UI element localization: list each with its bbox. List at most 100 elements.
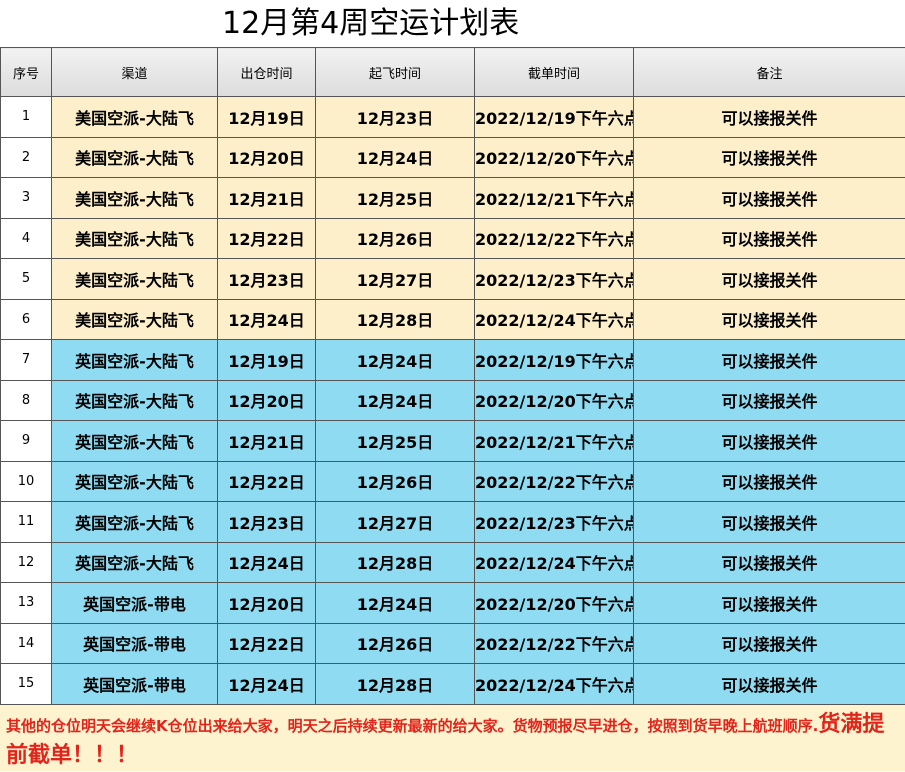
- index-cell: 7: [1, 340, 52, 381]
- index-cell: 12: [1, 542, 52, 583]
- title: 12月第4周空运计划表: [0, 0, 905, 47]
- cell: 可以接报关件: [634, 664, 905, 705]
- cell: 2022/12/19下午六点: [475, 97, 634, 138]
- cell: 2022/12/21下午六点: [475, 421, 634, 462]
- cell: 2022/12/23下午六点: [475, 259, 634, 300]
- cell: 12月24日: [218, 299, 316, 340]
- index-cell: 8: [1, 380, 52, 421]
- cell: 英国空派-带电: [52, 664, 218, 705]
- cell: 12月24日: [316, 137, 475, 178]
- footer-note: 其他的仓位明天会继续K仓位出来给大家，明天之后持续更新最新的给大家。货物预报尽早…: [6, 717, 818, 735]
- cell: 可以接报关件: [634, 259, 905, 300]
- index-cell: 14: [1, 623, 52, 664]
- cell: 可以接报关件: [634, 623, 905, 664]
- cell: 12月27日: [316, 259, 475, 300]
- index-cell: 4: [1, 218, 52, 259]
- cell: 可以接报关件: [634, 542, 905, 583]
- header-cell: 出仓时间: [218, 48, 316, 97]
- cell: 可以接报关件: [634, 97, 905, 138]
- cell: 可以接报关件: [634, 461, 905, 502]
- cell: 12月23日: [218, 502, 316, 543]
- cell: 2022/12/24下午六点: [475, 664, 634, 705]
- cell: 2022/12/24下午六点: [475, 542, 634, 583]
- cell: 12月23日: [316, 97, 475, 138]
- cell: 12月27日: [316, 502, 475, 543]
- cell: 12月25日: [316, 421, 475, 462]
- cell: 英国空派-大陆飞: [52, 542, 218, 583]
- index-cell: 13: [1, 583, 52, 624]
- cell: 12月21日: [218, 178, 316, 219]
- index-cell: 9: [1, 421, 52, 462]
- cell: 美国空派-大陆飞: [52, 299, 218, 340]
- header-cell: 起飞时间: [316, 48, 475, 97]
- cell: 2022/12/21下午六点: [475, 178, 634, 219]
- cell: 2022/12/20下午六点: [475, 583, 634, 624]
- cell: 2022/12/23下午六点: [475, 502, 634, 543]
- cell: 2022/12/20下午六点: [475, 137, 634, 178]
- cell: 可以接报关件: [634, 299, 905, 340]
- cell: 12月24日: [218, 664, 316, 705]
- cell: 12月28日: [316, 299, 475, 340]
- cell: 12月21日: [218, 421, 316, 462]
- cell: 英国空派-大陆飞: [52, 340, 218, 381]
- header-cell: 截单时间: [475, 48, 634, 97]
- cell: 可以接报关件: [634, 502, 905, 543]
- cell: 2022/12/22下午六点: [475, 461, 634, 502]
- cell: 可以接报关件: [634, 380, 905, 421]
- cell: 英国空派-带电: [52, 623, 218, 664]
- cell: 12月26日: [316, 623, 475, 664]
- cell: 2022/12/20下午六点: [475, 380, 634, 421]
- index-cell: 2: [1, 137, 52, 178]
- cell: 2022/12/22下午六点: [475, 218, 634, 259]
- cell: 可以接报关件: [634, 218, 905, 259]
- cell: 12月19日: [218, 340, 316, 381]
- index-cell: 1: [1, 97, 52, 138]
- cell: 12月20日: [218, 583, 316, 624]
- header-cell: 序号: [1, 48, 52, 97]
- index-cell: 3: [1, 178, 52, 219]
- cell: 可以接报关件: [634, 178, 905, 219]
- cell: 可以接报关件: [634, 340, 905, 381]
- cell: 12月26日: [316, 461, 475, 502]
- cell: 美国空派-大陆飞: [52, 218, 218, 259]
- header-row: 序号渠道出仓时间起飞时间截单时间备注: [1, 48, 905, 97]
- cell: 12月24日: [218, 542, 316, 583]
- cell: 英国空派-大陆飞: [52, 461, 218, 502]
- cell: 12月24日: [316, 380, 475, 421]
- cell: 12月22日: [218, 218, 316, 259]
- index-cell: 11: [1, 502, 52, 543]
- cell: 美国空派-大陆飞: [52, 97, 218, 138]
- footer: 其他的仓位明天会继续K仓位出来给大家，明天之后持续更新最新的给大家。货物预报尽早…: [0, 705, 905, 771]
- index-cell: 6: [1, 299, 52, 340]
- index-cell: 5: [1, 259, 52, 300]
- cell: 英国空派-大陆飞: [52, 421, 218, 462]
- cell: 12月28日: [316, 542, 475, 583]
- cell: 12月24日: [316, 340, 475, 381]
- cell: 12月19日: [218, 97, 316, 138]
- cell: 12月24日: [316, 583, 475, 624]
- index-cell: 15: [1, 664, 52, 705]
- cell: 美国空派-大陆飞: [52, 137, 218, 178]
- cell: 可以接报关件: [634, 583, 905, 624]
- cell: 2022/12/24下午六点: [475, 299, 634, 340]
- cell: 2022/12/22下午六点: [475, 623, 634, 664]
- cell: 12月23日: [218, 259, 316, 300]
- cell: 美国空派-大陆飞: [52, 259, 218, 300]
- header-cell: 备注: [634, 48, 905, 97]
- cell: 可以接报关件: [634, 137, 905, 178]
- cell: 英国空派-带电: [52, 583, 218, 624]
- index-cell: 10: [1, 461, 52, 502]
- cell: 12月25日: [316, 178, 475, 219]
